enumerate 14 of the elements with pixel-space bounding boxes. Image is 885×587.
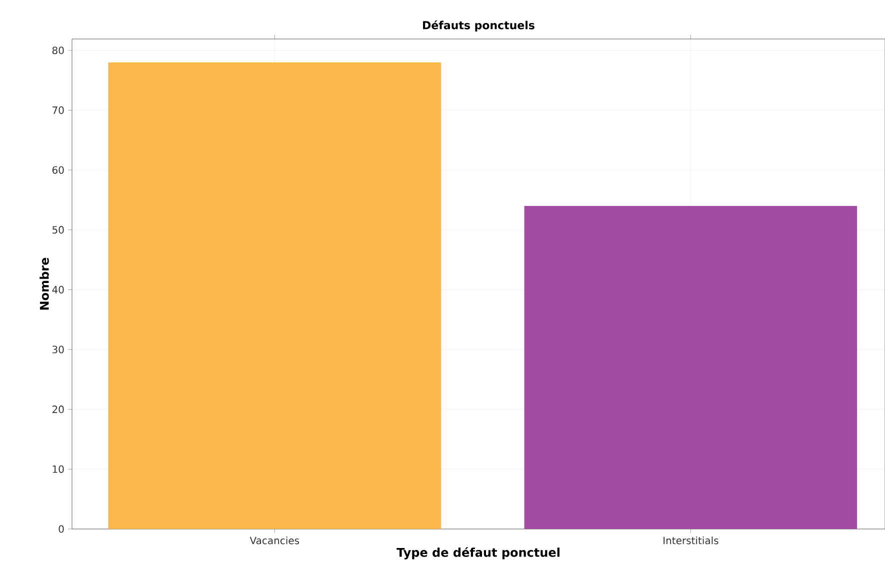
x-tick-label: Vacancies xyxy=(250,536,300,544)
y-tick-label: 0 xyxy=(58,525,64,533)
y-tick-label: 60 xyxy=(52,166,64,174)
chart-title: Défauts ponctuels xyxy=(423,20,534,32)
y-axis-title: Nombre xyxy=(40,258,49,310)
x-axis-title: Type de défaut ponctuel xyxy=(396,547,560,560)
y-tick-label: 20 xyxy=(52,406,64,414)
y-tick-label: 30 xyxy=(52,346,64,354)
y-tick-label: 70 xyxy=(52,106,64,114)
y-tick-label: 10 xyxy=(52,465,64,473)
y-tick-label: 50 xyxy=(52,226,64,234)
y-tick-label: 40 xyxy=(52,286,64,294)
x-tick-label: Interstitials xyxy=(664,536,718,544)
y-tick-label: 80 xyxy=(52,46,64,54)
